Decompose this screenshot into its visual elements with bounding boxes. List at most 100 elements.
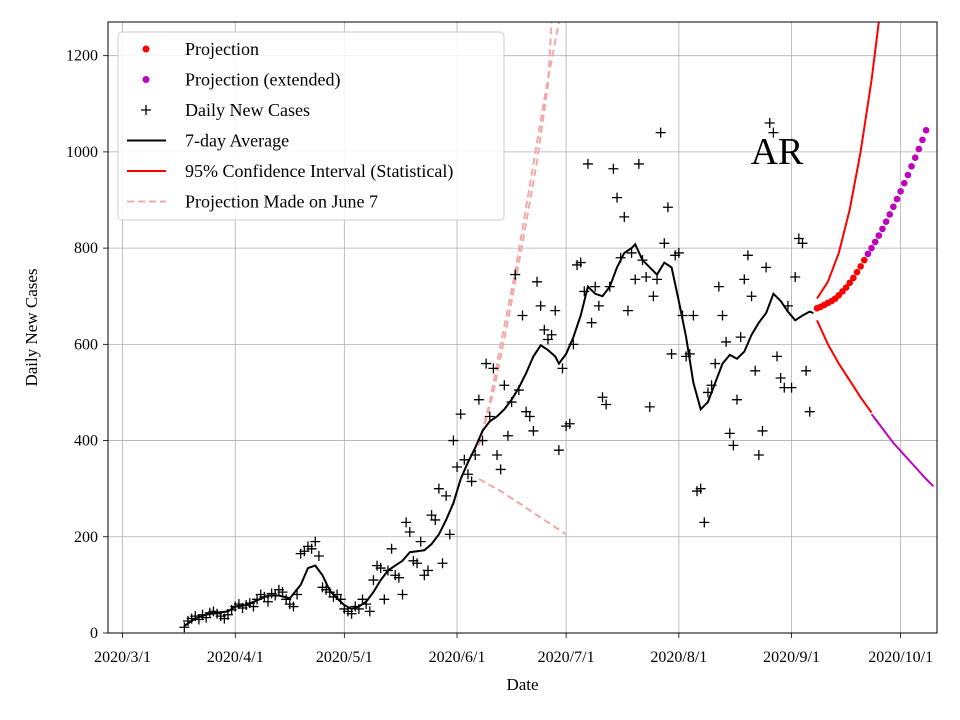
daily-case-marker [615,252,626,263]
daily-case-marker [739,274,750,285]
daily-case-marker [441,490,452,501]
daily-case-marker [753,449,764,460]
daily-case-marker [575,257,586,268]
legend-item: Projection (extended) [142,70,340,91]
projection-dots [813,126,930,312]
projection-extended-dot [897,188,904,195]
daily-case-marker [379,594,390,605]
confidence-interval-lines [816,21,935,488]
x-tick-label: 2020/7/1 [538,649,595,666]
daily-case-marker [528,425,539,436]
daily-case-marker [462,469,473,480]
projection-dot [846,279,854,287]
daily-case-marker [179,622,190,633]
daily-case-marker [306,543,317,554]
daily-case-marker [702,387,713,398]
y-axis-ticks: 0 200 400 600 800 1000 1200 [66,48,108,642]
daily-case-marker [292,589,303,600]
daily-case-marker [532,276,543,287]
daily-case-marker [619,211,630,222]
daily-case-marker [313,551,324,562]
daily-case-marker [641,271,652,282]
projection-extended-dot [868,244,875,252]
daily-case-marker [459,454,470,465]
daily-case-marker [717,310,728,321]
legend-item: Projection [142,39,259,59]
daily-case-marker [484,411,495,422]
projection-extended-dot [911,154,919,161]
daily-case-marker [604,281,615,292]
x-tick-label: 2020/8/1 [650,649,707,666]
projection-dot [853,268,861,276]
daily-case-marker [444,529,455,540]
projection-dot [842,284,850,291]
legend-box [117,31,505,221]
projection-extended-dot [900,179,908,187]
legend-item: Projection Made on June 7 [127,192,378,212]
daily-case-marker [768,127,779,138]
daily-case-marker [499,380,510,391]
y-tick-label: 600 [74,336,98,353]
daily-case-marker [310,536,321,547]
y-tick-label: 0 [90,625,98,642]
daily-case-marker [677,310,688,321]
june7-upper-bound-line-2 [477,21,553,446]
daily-case-marker [430,514,441,525]
x-tick-label: 2020/6/1 [429,649,486,666]
ci-lower-line [816,319,873,414]
june7-lower-bound-line [478,478,567,536]
daily-case-marker [553,445,564,456]
daily-case-marker [761,262,772,273]
daily-case-marker [524,411,535,422]
x-tick-label: 2020/5/1 [316,649,373,666]
projection-dot [860,256,868,264]
x-tick-label: 2020/3/1 [94,649,151,666]
daily-case-marker [495,464,506,475]
daily-case-marker [557,363,568,374]
projection-extended-dot [893,195,901,203]
y-tick-label: 1000 [66,144,98,161]
daily-case-marker [288,601,299,612]
daily-case-marker [732,394,743,405]
daily-case-marker [492,449,503,460]
projection-extended-dot [864,250,872,258]
daily-case-marker [510,269,521,280]
legend-label: 95% Confidence Interval (Statistical) [185,161,453,182]
daily-case-marker [750,365,761,376]
daily-case-marker [757,425,768,436]
daily-case-marker [782,300,793,311]
daily-case-marker [612,192,623,203]
daily-case-marker [346,608,357,619]
daily-case-marker [630,274,641,285]
daily-case-marker [452,462,463,473]
projection-extended-dot [890,203,897,211]
y-tick-label: 1200 [66,48,98,65]
daily-case-marker [546,329,557,340]
daily-case-marker [433,483,444,494]
daily-case-marker [477,435,488,446]
daily-cases-markers [179,118,815,633]
daily-case-marker [470,449,481,460]
daily-case-marker [804,406,815,417]
state-label: AR [751,131,804,173]
daily-case-marker [699,517,710,528]
legend-label: 7-day Average [185,131,289,151]
daily-case-marker [710,358,721,369]
daily-case-marker [415,536,426,547]
ci-lower-extended-line [870,413,935,488]
legend-label: Projection (extended) [185,70,340,91]
daily-case-marker [662,202,673,213]
daily-case-marker [721,336,732,347]
daily-case-marker [593,300,604,311]
y-tick-label: 800 [74,240,98,257]
projection-extended-dot [875,232,883,239]
projection-extended-dot [904,171,912,179]
daily-case-marker [404,526,415,537]
projection-extended-dot [908,163,915,170]
daily-case-marker [586,317,597,328]
legend-plus-icon [141,105,151,115]
y-tick-label: 400 [74,433,98,450]
daily-case-marker [393,572,404,583]
daily-case-marker [502,430,513,441]
